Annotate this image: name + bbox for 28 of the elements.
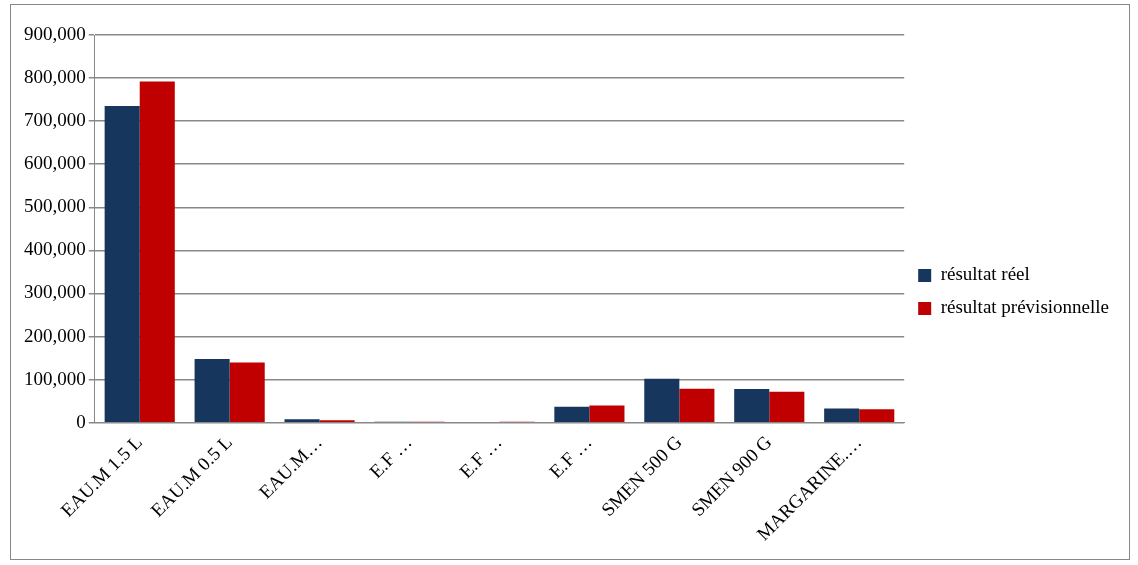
bar [769,391,805,422]
legend-label: résultat réel [940,263,1030,285]
x-tick-label: E.F … [545,431,596,482]
y-tick-label: 400,000 [24,238,86,260]
bar [644,378,680,422]
bar [734,389,770,422]
bar [859,409,895,422]
x-tick-label: E.F … [455,431,506,482]
y-tick-label: 0 [76,410,86,432]
y-tick-label: 800,000 [24,66,86,88]
bar [554,406,590,422]
bar [284,419,320,422]
bar [824,408,860,422]
bar [589,405,625,422]
y-tick-label: 600,000 [24,152,86,174]
bar [679,388,715,422]
y-tick-label: 500,000 [24,195,86,217]
y-tick-label: 300,000 [24,281,86,303]
bar [194,358,230,422]
y-tick-label: 100,000 [24,367,86,389]
legend-label: résultat prévisionnelle [940,296,1109,318]
bar [139,81,175,422]
y-tick-label: 700,000 [24,109,86,131]
bar [229,362,265,422]
bar [104,106,140,422]
y-tick-label: 900,000 [24,22,86,44]
y-tick-label: 200,000 [24,324,86,346]
x-tick-label: E.F … [365,431,416,482]
